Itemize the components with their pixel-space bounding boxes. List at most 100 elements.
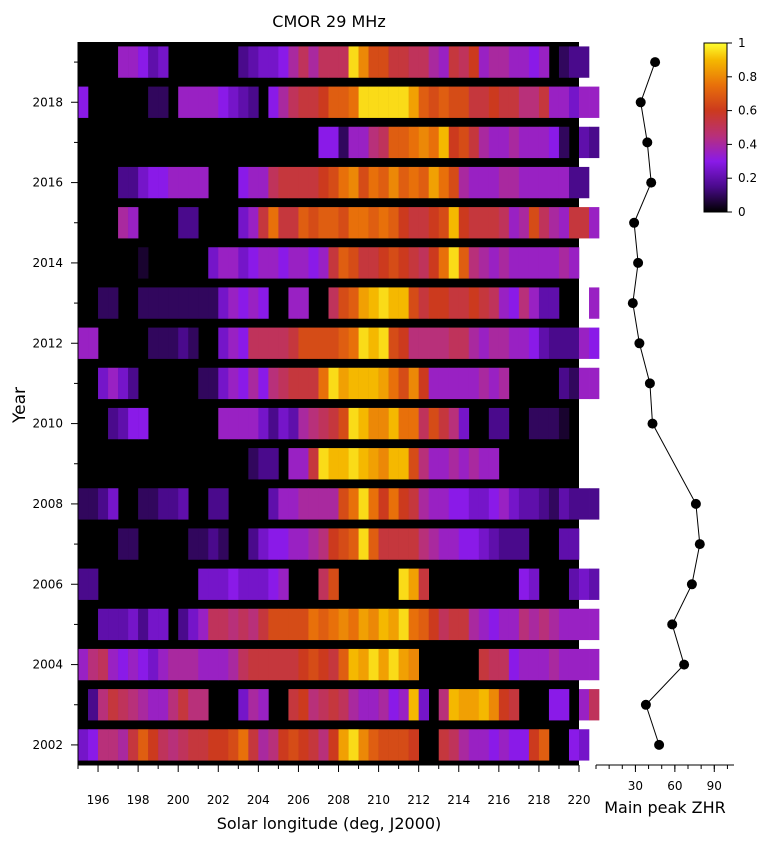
heatmap-cell — [378, 488, 389, 520]
heatmap-cell — [258, 689, 269, 721]
heatmap-cell — [428, 126, 440, 159]
heatmap-cell — [418, 367, 429, 400]
heatmap-cell — [248, 568, 259, 600]
heatmap-cell — [258, 729, 269, 761]
heatmap-cell — [428, 608, 440, 641]
heatmap-cell — [408, 126, 419, 159]
heatmap-cell — [378, 528, 389, 560]
heatmap-cell — [538, 648, 550, 681]
heatmap-cell — [318, 528, 329, 560]
heatmap-cell — [538, 407, 550, 440]
heatmap-cell — [378, 247, 389, 279]
heatmap-cell — [548, 287, 560, 319]
heatmap-cell — [108, 729, 119, 761]
heatmap-cell — [388, 648, 399, 681]
heatmap-cell — [208, 488, 219, 520]
heatmap-cell — [268, 528, 279, 560]
heatmap-cell — [548, 86, 560, 118]
heatmap-cell — [328, 729, 339, 761]
heatmap-cell — [418, 287, 429, 319]
heatmap-cell — [388, 247, 399, 279]
heatmap-cell — [158, 287, 169, 319]
heatmap-cell — [328, 448, 339, 480]
heatmap-cell — [208, 287, 219, 319]
heatmap-cell — [498, 367, 510, 400]
heatmap-cell — [428, 528, 440, 560]
heatmap-cell — [268, 448, 279, 480]
heatmap-cells — [78, 46, 600, 761]
heatmap-cell — [368, 528, 379, 560]
heatmap-cell — [238, 86, 249, 118]
heatmap-cell — [478, 86, 490, 118]
heatmap-cell — [298, 247, 309, 279]
heatmap-cell — [579, 367, 590, 400]
heatmap-cell — [108, 488, 119, 520]
heatmap-cell — [408, 247, 419, 279]
heatmap-cell — [508, 528, 520, 560]
heatmap-cell — [318, 488, 329, 520]
zhr-point — [646, 177, 657, 188]
heatmap-cell — [218, 729, 229, 761]
heatmap-cell — [428, 207, 440, 239]
heatmap-cell — [98, 729, 109, 761]
heatmap-cell — [458, 608, 470, 641]
heatmap-cell — [278, 648, 289, 681]
heatmap-cell — [298, 207, 309, 239]
heatmap-cell — [348, 327, 359, 359]
heatmap-cell — [468, 367, 480, 400]
heatmap-cell — [358, 648, 369, 681]
heatmap-cell — [398, 207, 409, 239]
heatmap-cell — [488, 287, 500, 319]
heatmap-cell — [408, 46, 419, 78]
heatmap-cell — [218, 648, 229, 681]
heatmap-cell — [388, 207, 399, 239]
heatmap-cell — [308, 46, 319, 78]
heatmap-cell — [458, 367, 470, 400]
heatmap-cell — [548, 247, 560, 279]
heatmap-cell — [568, 488, 580, 520]
heatmap-cell — [158, 327, 169, 359]
heatmap-cell — [158, 46, 169, 78]
heatmap-cell — [428, 287, 440, 319]
heatmap-cell — [558, 207, 570, 239]
heatmap-cell — [368, 247, 379, 279]
heatmap-cell — [248, 287, 259, 319]
heatmap-cell — [568, 568, 580, 600]
heatmap-cell — [108, 407, 119, 440]
heatmap-cell — [408, 327, 419, 359]
colorbar-tick-label: 0.8 — [738, 70, 757, 84]
heatmap-cell — [498, 207, 510, 239]
heatmap-cell — [258, 568, 269, 600]
colorbar-ticks: 0 0.2 0.4 0.6 0.8 1 — [727, 36, 757, 219]
heatmap-cell — [438, 407, 450, 440]
heatmap-cell — [458, 207, 470, 239]
heatmap-cell — [498, 126, 510, 159]
heatmap-cell — [388, 488, 399, 520]
heatmap-cell — [218, 407, 229, 440]
heatmap-cell — [268, 367, 279, 400]
heatmap-cell — [338, 488, 349, 520]
heatmap-cell — [498, 608, 510, 641]
zhr-point — [635, 97, 646, 108]
zhr-point — [694, 539, 705, 550]
heatmap-cell — [438, 247, 450, 279]
x-tick-label: 210 — [367, 793, 390, 807]
y-tick-label: 2016 — [32, 176, 63, 190]
heatmap-cell — [278, 608, 289, 641]
heatmap-cell — [238, 648, 249, 681]
heatmap-cell — [478, 287, 490, 319]
heatmap-cell — [148, 608, 159, 641]
heatmap-cell — [268, 729, 279, 761]
heatmap-cell — [288, 689, 299, 721]
heatmap-cell — [238, 207, 249, 239]
heatmap-cell — [408, 608, 419, 641]
heatmap-cell — [188, 648, 199, 681]
heatmap-cell — [458, 448, 470, 480]
heatmap-cell — [589, 488, 600, 520]
zhr-point — [634, 338, 645, 349]
heatmap-cell — [558, 367, 570, 400]
heatmap-cell — [328, 407, 339, 440]
heatmap-cell — [589, 648, 600, 681]
heatmap-cell — [208, 648, 219, 681]
heatmap-cell — [528, 247, 540, 279]
